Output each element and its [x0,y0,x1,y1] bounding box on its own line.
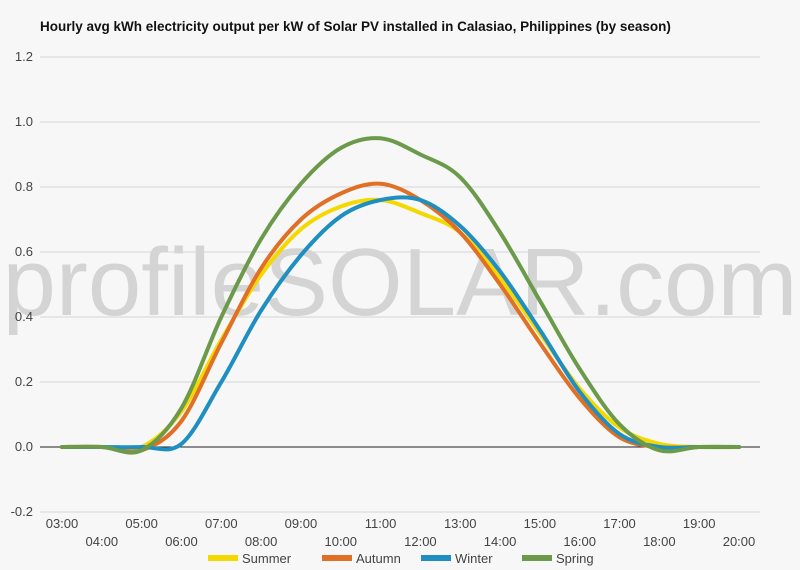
legend-swatch-spring [522,555,552,561]
y-tick-label: 1.0 [15,114,33,129]
series-line-winter [60,195,741,452]
x-tick-label: 13:00 [444,516,477,531]
x-tick-label: 06:00 [165,534,198,549]
y-tick-label: 0.2 [15,374,33,389]
series-lines [60,136,741,455]
gridlines [40,56,760,513]
x-tick-label: 16:00 [563,534,596,549]
y-tick-label: 0.8 [15,179,33,194]
x-tick-label: 07:00 [205,516,238,531]
x-tick-label: 19:00 [683,516,716,531]
x-tick-label: 08:00 [245,534,278,549]
x-tick-label: 15:00 [524,516,557,531]
legend: Summer Autumn Winter Spring [208,551,594,566]
legend-label-autumn: Autumn [356,551,401,566]
axis-labels: 1.2 1.0 0.8 0.6 0.4 0.2 0.0 -0.2 03:00 04:00 05:00… [11,49,756,549]
x-tick-label: 04:00 [86,534,119,549]
y-tick-label: -0.2 [11,504,33,519]
legend-label-summer: Summer [242,551,292,566]
x-tick-label: 12:00 [404,534,437,549]
series-line-autumn [60,181,741,454]
x-tick-label: 03:00 [46,516,79,531]
y-tick-label: 0.0 [15,439,33,454]
y-tick-label: 1.2 [15,49,33,64]
x-tick-label: 10:00 [324,534,357,549]
chart-title: Hourly avg kWh electricity output per kW… [40,19,671,34]
legend-swatch-winter [421,555,451,561]
x-tick-label: 20:00 [723,534,756,549]
x-tick-label: 05:00 [125,516,158,531]
x-tick-label: 18:00 [643,534,676,549]
x-tick-label: 09:00 [285,516,318,531]
y-tick-label: 0.4 [15,309,33,324]
legend-swatch-autumn [322,555,352,561]
legend-swatch-summer [208,555,238,561]
legend-label-winter: Winter [455,551,493,566]
series-line-spring [60,136,741,455]
y-tick-label: 0.6 [15,244,33,259]
x-tick-label: 11:00 [365,516,397,531]
x-tick-label: 17:00 [603,516,636,531]
watermark-text: profileSOLAR.com [3,229,798,336]
x-tick-label: 14:00 [484,534,517,549]
legend-label-spring: Spring [556,551,594,566]
